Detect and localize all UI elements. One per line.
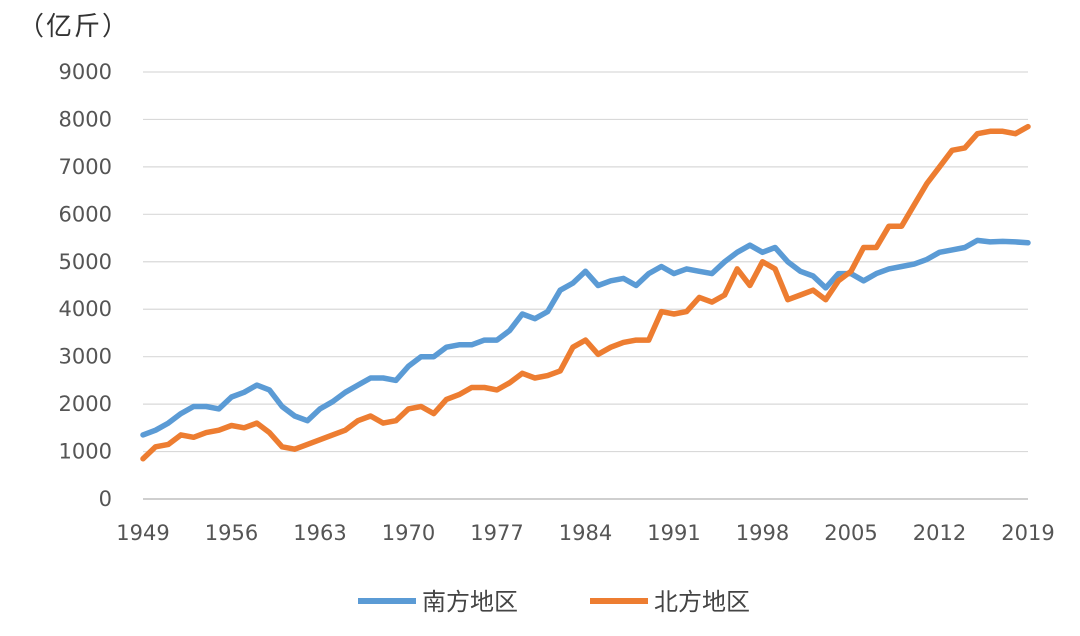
- x-tick-label: 1956: [205, 521, 258, 545]
- y-tick-label: 4000: [59, 297, 112, 321]
- series-line-south: [140, 237, 1031, 438]
- x-tick-label: 1970: [382, 521, 435, 545]
- legend-label: 北方地区: [654, 588, 750, 616]
- x-tick-label: 1963: [293, 521, 346, 545]
- series-lines: [140, 123, 1031, 462]
- series-line-north: [140, 123, 1031, 462]
- y-unit-label: （亿斤）: [18, 12, 131, 42]
- y-tick-label: 8000: [59, 107, 112, 131]
- legend: 南方地区 北方地区: [358, 588, 750, 616]
- y-axis-ticks: 0 1000 2000 3000 4000 5000 6000 7000 8000 9000: [59, 60, 112, 511]
- gridlines: [143, 71, 1028, 500]
- y-tick-label: 5000: [59, 250, 112, 274]
- x-axis-ticks: 1949 1956 1963 1970 1977 1984 1991 1998 2005 2012…: [116, 521, 1054, 545]
- x-tick-label: 1998: [736, 521, 789, 545]
- y-tick-label: 1000: [59, 440, 112, 464]
- y-tick-label: 7000: [59, 155, 112, 179]
- y-tick-label: 3000: [59, 345, 112, 369]
- x-tick-label: 2019: [1001, 521, 1054, 545]
- y-tick-label: 6000: [59, 202, 112, 226]
- legend-label: 南方地区: [422, 588, 518, 616]
- y-tick-label: 9000: [59, 60, 112, 84]
- x-tick-label: 1984: [559, 521, 612, 545]
- y-tick-label: 0: [99, 487, 112, 511]
- x-tick-label: 1977: [470, 521, 523, 545]
- x-tick-label: 2005: [824, 521, 877, 545]
- x-tick-label: 1949: [116, 521, 169, 545]
- x-tick-label: 1991: [647, 521, 700, 545]
- y-tick-label: 2000: [59, 392, 112, 416]
- x-tick-label: 2012: [913, 521, 966, 545]
